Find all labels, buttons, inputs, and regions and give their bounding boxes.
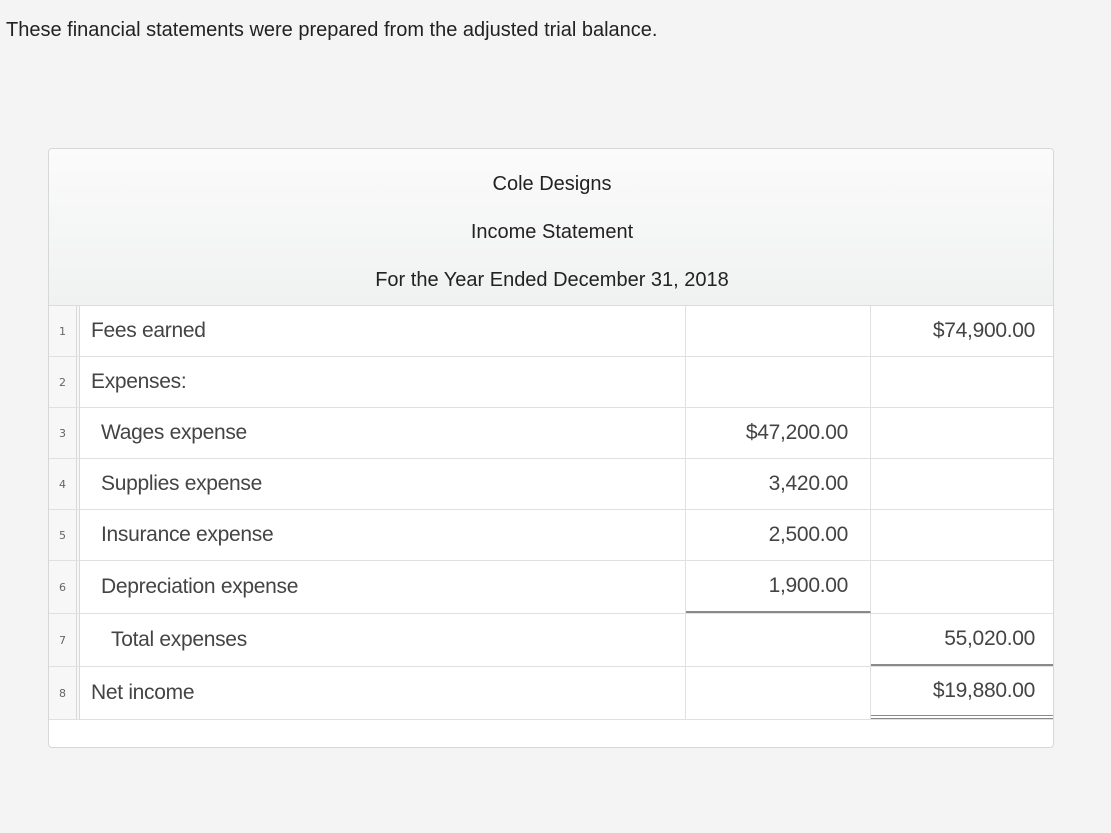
account-label-cell[interactable]: Insurance expense bbox=[81, 510, 686, 560]
amount-column-b-cell[interactable] bbox=[871, 408, 1053, 458]
row-number: 3 bbox=[49, 408, 77, 458]
amount-column-a-cell[interactable]: $47,200.00 bbox=[686, 408, 871, 458]
statement-title: Income Statement bbox=[470, 221, 634, 243]
amount-column-b-cell[interactable]: 55,020.00 bbox=[871, 614, 1053, 666]
amount-column-a-cell[interactable]: 3,420.00 bbox=[686, 459, 871, 509]
table-row: 4 Supplies expense 3,420.00 bbox=[49, 459, 1053, 510]
statement-period: For the Year Ended December 31, 2018 bbox=[375, 269, 729, 291]
account-label-cell[interactable]: Supplies expense bbox=[81, 459, 686, 509]
account-label-cell[interactable]: Expenses: bbox=[81, 357, 686, 407]
income-statement-panel: Cole Designs Income Statement For the Ye… bbox=[48, 148, 1054, 748]
row-number: 5 bbox=[49, 510, 77, 560]
company-name: Cole Designs bbox=[492, 173, 612, 195]
table-row: 7 Total expenses 55,020.00 bbox=[49, 614, 1053, 667]
instruction-text: These financial statements were prepared… bbox=[6, 19, 658, 41]
amount-column-b-cell[interactable] bbox=[871, 561, 1053, 613]
statement-header: Cole Designs Income Statement For the Ye… bbox=[49, 149, 1053, 306]
row-number: 6 bbox=[49, 561, 77, 613]
amount-column-a-cell[interactable] bbox=[686, 614, 871, 666]
account-label-cell[interactable]: Fees earned bbox=[81, 306, 686, 356]
amount-column-b-cell[interactable] bbox=[871, 357, 1053, 407]
row-number: 8 bbox=[49, 667, 77, 719]
amount-column-b-cell[interactable]: $74,900.00 bbox=[932, 319, 1035, 342]
amount-column-a-cell[interactable]: 1,900.00 bbox=[686, 561, 871, 613]
amount-column-a-cell[interactable]: 2,500.00 bbox=[686, 510, 871, 560]
row-number: 7 bbox=[49, 614, 77, 666]
amount-column-a-cell[interactable] bbox=[686, 306, 871, 356]
table-row: 3 Wages expense $47,200.00 bbox=[49, 408, 1053, 459]
table-row: 1 Fees earned $74,900.00 bbox=[49, 306, 1053, 357]
row-number: 1 bbox=[49, 306, 77, 356]
row-number: 4 bbox=[49, 459, 77, 509]
table-row: 6 Depreciation expense 1,900.00 bbox=[49, 561, 1053, 614]
row-number: 2 bbox=[49, 357, 77, 407]
account-label-cell[interactable]: Wages expense bbox=[81, 408, 686, 458]
account-label-cell[interactable]: Total expenses bbox=[81, 614, 686, 666]
amount-column-b-cell[interactable]: $19,880.00 bbox=[871, 667, 1053, 719]
amount-column-a-cell[interactable] bbox=[686, 357, 871, 407]
amount-column-a-cell[interactable] bbox=[686, 667, 871, 719]
table-row: 8 Net income $19,880.00 bbox=[49, 667, 1053, 720]
statement-table: 1 Fees earned $74,900.00 2 Expenses: 3 W… bbox=[49, 306, 1053, 720]
amount-column-b-cell[interactable] bbox=[871, 510, 1053, 560]
account-label-cell[interactable]: Depreciation expense bbox=[81, 561, 686, 613]
amount-column-b-cell[interactable] bbox=[871, 459, 1053, 509]
table-row: 2 Expenses: bbox=[49, 357, 1053, 408]
account-label-cell[interactable]: Net income bbox=[81, 667, 686, 719]
table-row: 5 Insurance expense 2,500.00 bbox=[49, 510, 1053, 561]
